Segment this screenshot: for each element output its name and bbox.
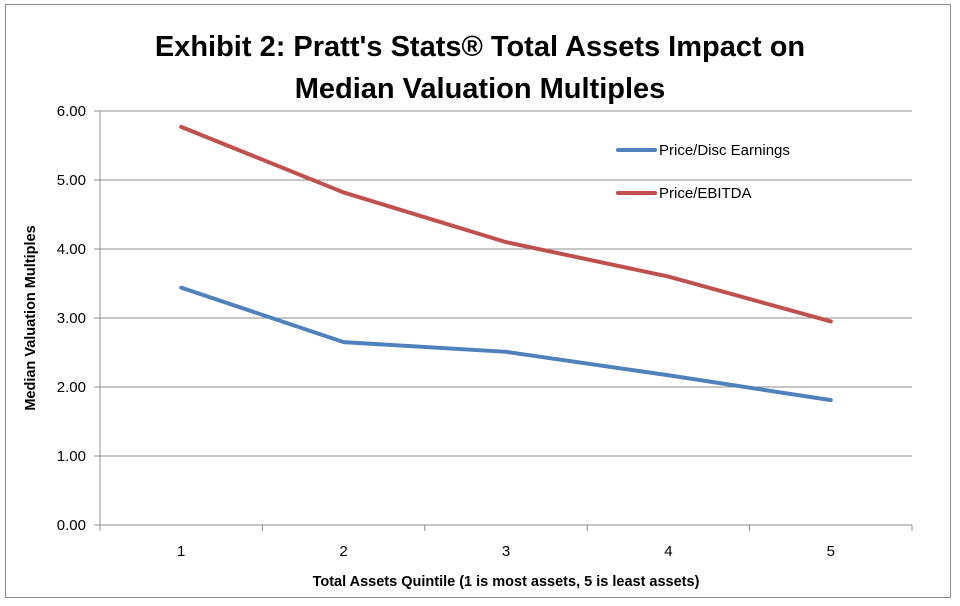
y-axis-ticks: 0.00 1.00 2.00 3.00 4.00 5.00 6.00 <box>57 103 100 534</box>
y-tick-label: 2.00 <box>57 379 86 396</box>
x-axis-label: Total Assets Quintile (1 is most assets,… <box>313 574 700 590</box>
y-tick-label: 0.00 <box>57 517 86 534</box>
y-tick-label: 4.00 <box>57 241 86 258</box>
x-tick-label: 2 <box>339 543 347 560</box>
chart-frame <box>5 4 951 598</box>
chart-title-line-2: Median Valuation Multiples <box>295 73 666 105</box>
legend-label: Price/Disc Earnings <box>659 142 790 159</box>
x-tick-label: 3 <box>502 543 510 560</box>
y-axis-label: Median Valuation Multiples <box>23 225 39 410</box>
y-tick-label: 1.00 <box>57 448 86 465</box>
x-axis: 1 2 3 4 5 <box>99 111 913 560</box>
legend: Price/Disc Earnings Price/EBITDA <box>616 142 790 202</box>
series-lines <box>179 124 833 403</box>
y-tick-label: 6.00 <box>57 103 86 120</box>
y-tick-label: 5.00 <box>57 172 86 189</box>
legend-label: Price/EBITDA <box>659 185 752 202</box>
y-tick-label: 3.00 <box>57 310 86 327</box>
x-tick-label: 5 <box>827 543 835 560</box>
gridlines <box>100 110 912 526</box>
series-line-1 <box>179 285 833 403</box>
chart-title-line-1: Exhibit 2: Pratt's Stats® Total Assets I… <box>155 31 805 63</box>
x-tick-label: 1 <box>177 543 185 560</box>
x-tick-label: 4 <box>664 543 672 560</box>
